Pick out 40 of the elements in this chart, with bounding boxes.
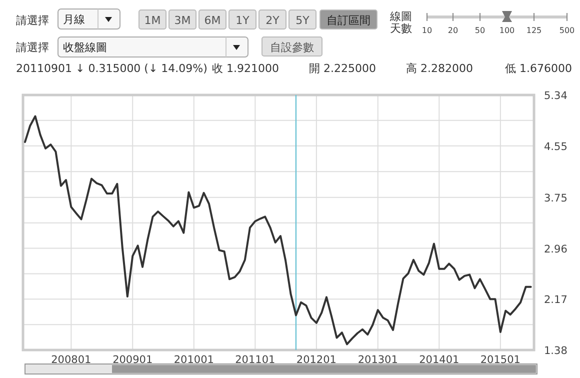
text: 請選擇 — [16, 41, 49, 54]
line-series — [24, 115, 532, 346]
text: 1M — [144, 14, 161, 27]
x-tick-label: 200901 — [112, 354, 153, 366]
text: 3M — [174, 14, 191, 27]
text: 月線 — [63, 13, 85, 26]
text: 請選擇 — [16, 14, 49, 27]
text: 20 — [448, 26, 458, 35]
text: 125 — [526, 26, 542, 35]
text: 收盤線圖 — [63, 41, 107, 54]
x-tick-label: 201101 — [235, 354, 276, 366]
y-tick-label: 3.75 — [544, 192, 568, 204]
x-tick-label: 201501 — [480, 354, 520, 366]
x-tick-label: 200801 — [51, 354, 92, 366]
y-tick-label: 2.17 — [544, 294, 568, 306]
text: 1Y — [236, 14, 250, 27]
x-tick-label: 201001 — [174, 354, 214, 366]
y-tick-label: 5.34 — [544, 90, 568, 102]
text: 開 2.225000 — [309, 62, 376, 75]
text: 100 — [499, 26, 515, 35]
text: 自訂區間 — [326, 14, 370, 27]
text: 自設參數 — [270, 41, 314, 54]
x-tick-label: 201201 — [296, 354, 336, 366]
text: 10 — [422, 26, 432, 35]
text: 20110901 ↓ 0.315000 (↓ 14.09%) — [16, 62, 208, 75]
text: 高 2.282000 — [406, 62, 473, 75]
text: 5Y — [296, 14, 310, 27]
y-tick-label: 4.55 — [544, 140, 568, 153]
text: 收 1.921000 — [212, 62, 279, 75]
text: 低 1.676000 — [505, 62, 572, 75]
text: 500 — [559, 26, 575, 35]
text: 天數 — [390, 22, 412, 35]
x-tick-label: 201301 — [358, 354, 398, 366]
text: 6M — [204, 14, 221, 27]
x-tick-label: 201401 — [419, 354, 460, 366]
y-tick-label: 2.96 — [544, 243, 568, 256]
text: 線圖 — [389, 10, 412, 23]
text: 50 — [474, 26, 486, 35]
text: 2Y — [266, 14, 280, 27]
y-tick-label: 1.38 — [544, 345, 568, 357]
